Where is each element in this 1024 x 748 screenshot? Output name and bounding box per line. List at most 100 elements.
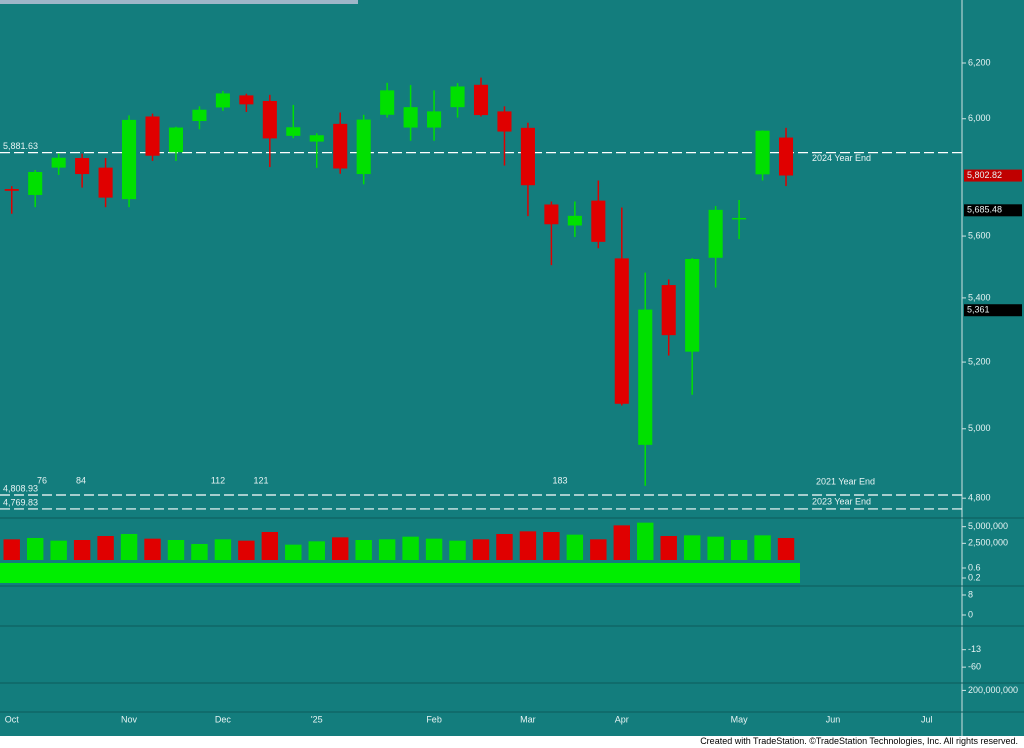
axis-background	[962, 0, 1024, 736]
scroll-bar	[0, 0, 358, 4]
price-tag-label: 5,361	[967, 305, 990, 315]
candle-body	[544, 204, 559, 225]
x-tick-label: May	[731, 714, 749, 724]
bar-count: 84	[76, 475, 86, 485]
candle-body	[614, 258, 629, 404]
volume-bar	[730, 540, 748, 560]
annotation: 2021 Year End	[816, 476, 875, 486]
candle-body	[450, 86, 465, 108]
candle-body	[122, 119, 137, 200]
volume-bar	[613, 525, 630, 560]
panel-tick-label: -60	[968, 662, 981, 672]
volume-bar	[707, 536, 724, 560]
candle-body	[75, 158, 90, 175]
volume-bar	[472, 539, 490, 560]
candle-body	[239, 95, 254, 105]
volume-bar	[449, 540, 466, 560]
candle-body	[98, 167, 113, 198]
candle-body	[473, 84, 489, 116]
panel-tick-label: 0.6	[968, 562, 981, 572]
volume-bar	[191, 544, 208, 560]
price-tag-label: 5,802.82	[967, 170, 1002, 180]
candle-body	[145, 116, 160, 156]
panel-tick-label: 0	[968, 609, 973, 619]
level-label: 4,769.83	[3, 497, 38, 507]
state-strip	[0, 563, 800, 583]
volume-bar	[355, 540, 372, 560]
level-label: 5,881.63	[3, 141, 38, 151]
x-tick-label: Dec	[215, 714, 232, 724]
y-tick-label: 4,800	[968, 493, 991, 503]
y-tick-label: 5,400	[968, 292, 991, 302]
volume-bar	[777, 538, 795, 560]
plot-background	[0, 0, 962, 736]
candle-body	[262, 100, 277, 139]
candle-body	[309, 135, 324, 142]
y-tick-label: 5,000	[968, 423, 991, 433]
candle-body	[380, 90, 395, 115]
candle-body	[403, 107, 418, 128]
bar-count: 112	[211, 475, 225, 485]
volume-bar	[660, 536, 677, 560]
annotation: 2024 Year End	[812, 153, 871, 163]
volume-bar	[566, 534, 584, 560]
panel-tick-label: 200,000,000	[968, 685, 1018, 695]
volume-bar	[97, 536, 114, 560]
candle-body	[591, 200, 606, 242]
volume-tick-label: 5,000,000	[968, 521, 1008, 531]
candle-body	[497, 111, 512, 132]
volume-bar	[754, 535, 771, 560]
volume-bar	[167, 540, 185, 560]
level-label: 4,808.93	[3, 483, 38, 493]
candle-body	[28, 172, 43, 195]
footer: Created with TradeStation. ©TradeStation…	[700, 736, 1018, 746]
x-tick-label: Nov	[121, 714, 138, 724]
volume-bar	[144, 538, 161, 560]
candle-body	[286, 127, 301, 136]
volume-bar	[26, 538, 44, 560]
panel-tick-label: 0.2	[968, 572, 981, 582]
x-tick-label: Feb	[426, 714, 442, 724]
panel-tick-label: 8	[968, 589, 973, 599]
candle-body	[192, 109, 207, 122]
candle-body	[755, 130, 770, 175]
candle-body	[4, 189, 19, 191]
candle-body	[520, 127, 535, 186]
price-tag	[964, 169, 1022, 182]
y-tick-label: 6,000	[968, 113, 991, 123]
candle-body	[333, 123, 348, 169]
volume-bar	[378, 539, 396, 560]
volume-bar	[590, 539, 607, 560]
price-tag-label: 5,685.48	[967, 205, 1002, 215]
volume-bar	[3, 539, 20, 560]
volume-bar	[120, 534, 138, 560]
candle-body	[778, 137, 794, 176]
volume-bar	[50, 540, 67, 560]
candle-body	[168, 127, 184, 153]
volume-tick-label: 2,500,000	[968, 538, 1008, 548]
volume-bar	[496, 534, 513, 560]
candle-body	[732, 217, 747, 220]
bar-count: 76	[37, 475, 47, 485]
volume-bar	[543, 532, 560, 560]
y-tick-label: 6,200	[968, 57, 991, 67]
candle-body	[708, 209, 723, 258]
candle-body	[638, 309, 653, 445]
volume-bar	[261, 532, 279, 560]
price-tag	[964, 204, 1022, 217]
volume-bar	[308, 541, 325, 560]
bar-count: 121	[253, 475, 268, 485]
volume-bar	[683, 535, 701, 560]
candle-body	[685, 258, 700, 352]
volume-bar	[214, 539, 232, 560]
annotation: 2023 Year End	[812, 496, 871, 506]
x-tick-label: '25	[311, 714, 323, 724]
volume-bar	[73, 540, 91, 560]
volume-bar	[425, 538, 443, 560]
x-tick-label: Oct	[5, 714, 20, 724]
candle-body	[661, 285, 676, 336]
candle-body	[51, 157, 66, 168]
volume-bar	[519, 531, 537, 560]
